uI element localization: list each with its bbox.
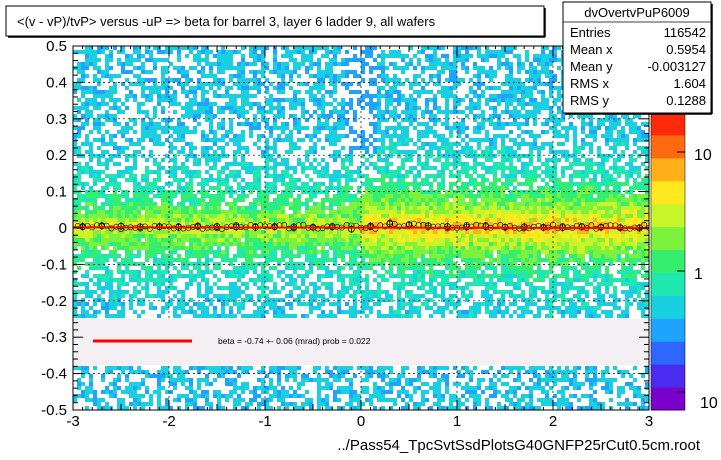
y-tick-label: 0.2 (46, 147, 67, 164)
y-tick-label: -0.3 (41, 329, 67, 346)
fit-legend-text: beta = -0.74 +- 0.06 (mrad) prob = 0.022 (218, 336, 371, 346)
colorbar-cell (651, 181, 685, 204)
y-tick-label: -0.2 (41, 293, 67, 310)
y-tick-label: 0.3 (46, 111, 67, 128)
y-tick-label: 0.1 (46, 184, 67, 201)
colorbar-cell (651, 318, 685, 341)
stats-label: RMS y (570, 93, 610, 108)
x-tick-label: -3 (66, 413, 79, 430)
y-tick-label: -0.5 (41, 402, 67, 419)
x-tick-label: -1 (258, 413, 271, 430)
fit-line (73, 227, 649, 228)
colorbar-cell (651, 204, 685, 227)
stats-label: RMS x (570, 76, 610, 91)
stats-label: Mean x (570, 42, 613, 57)
colorbar-cell (651, 158, 685, 181)
colorbar-cell (651, 387, 685, 410)
colorbar-cell (651, 227, 685, 250)
x-tick-label: -2 (162, 413, 175, 430)
colorbar-tick-10: 10 (694, 147, 712, 164)
fit-legend: beta = -0.74 +- 0.06 (mrad) prob = 0.022 (73, 319, 649, 365)
stats-value: 0.1288 (666, 93, 706, 108)
colorbar-cell (651, 272, 685, 295)
stats-label: Entries (570, 25, 611, 40)
x-tick-label: 1 (453, 413, 461, 430)
stats-value: 116542 (664, 25, 706, 40)
stats-value: -0.003127 (647, 59, 706, 74)
chart-title: <(v - vP)/tvP> versus -uP => beta for ba… (17, 14, 436, 29)
y-tick-label: -0.1 (41, 256, 67, 273)
colorbar-cell (651, 364, 685, 387)
colorbar-cell (651, 341, 685, 364)
stats-label: Mean y (570, 59, 613, 74)
colorbar-cell (651, 112, 685, 135)
stats-name: dvOvertvPuP6009 (584, 5, 690, 20)
x-tick-label: 0 (357, 413, 365, 430)
y-tick-label: 0.5 (46, 38, 67, 55)
colorbar-cell (651, 135, 685, 158)
colorbar-cell (651, 295, 685, 318)
x-axis-title: ../Pass54_TpcSvtSsdPlotsG40GNFP25rCut0.5… (337, 437, 700, 454)
y-tick-label: 0.4 (46, 74, 67, 91)
stats-value: 0.5954 (666, 42, 706, 57)
stats-box: dvOvertvPuP6009 Entries 116542 Mean x 0.595… (563, 2, 712, 114)
x-tick-label: 3 (645, 413, 653, 430)
stats-value: 1.604 (673, 76, 706, 91)
colorbar-tick-partial: 10 (700, 395, 718, 412)
colorbar-tick-1: 1 (694, 266, 703, 283)
y-tick-label: -0.4 (41, 366, 67, 383)
y-tick-label: 0 (59, 220, 67, 237)
x-tick-label: 2 (549, 413, 557, 430)
title-box: <(v - vP)/tvP> versus -uP => beta for ba… (6, 6, 545, 37)
colorbar-cell (651, 250, 685, 273)
